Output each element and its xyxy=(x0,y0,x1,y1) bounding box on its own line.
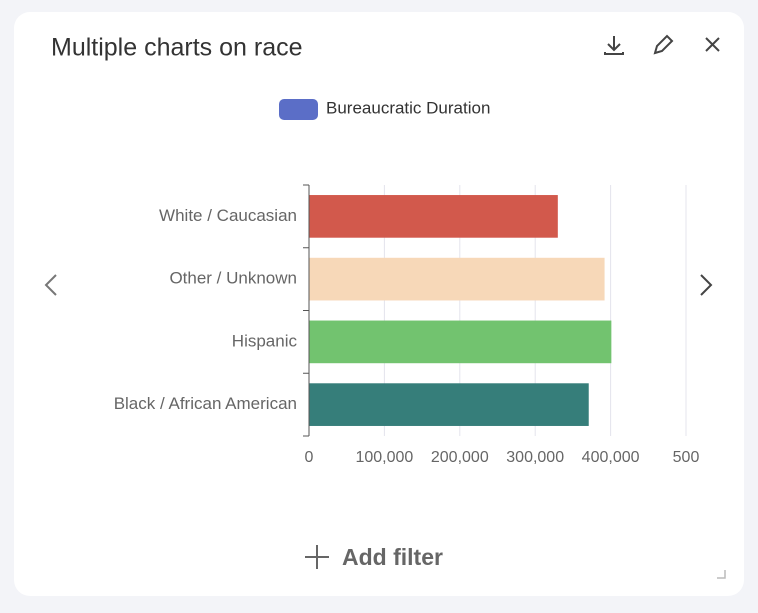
next-arrow[interactable] xyxy=(700,274,713,296)
close-icon[interactable] xyxy=(705,37,720,52)
x-tick-label: 400,000 xyxy=(582,449,640,466)
add-filter-button[interactable]: Add filter xyxy=(305,544,443,570)
bar xyxy=(309,383,589,426)
legend-swatch[interactable] xyxy=(279,99,318,120)
x-tick-label: 500 xyxy=(673,449,700,466)
card xyxy=(14,12,744,596)
resize-handle[interactable] xyxy=(717,570,726,579)
x-tick-label: 200,000 xyxy=(431,449,489,466)
y-tick-label: Hispanic xyxy=(232,331,298,350)
y-tick-label: Black / African American xyxy=(114,394,297,413)
x-tick-label: 0 xyxy=(305,449,314,466)
legend-label[interactable]: Bureaucratic Duration xyxy=(326,98,490,117)
x-tick-label: 100,000 xyxy=(355,449,413,466)
bar xyxy=(309,257,605,301)
y-tick-label: White / Caucasian xyxy=(159,206,297,225)
edit-icon[interactable] xyxy=(653,34,674,55)
prev-arrow[interactable] xyxy=(44,274,57,296)
add-filter-label[interactable]: Add filter xyxy=(342,544,443,570)
download-icon[interactable] xyxy=(604,36,624,55)
y-tick-label: Other / Unknown xyxy=(169,269,297,288)
bar xyxy=(309,320,612,364)
plot: 0 100,000 200,000 300,000 400,000 500 White / … xyxy=(114,184,700,466)
x-tick-label: 300,000 xyxy=(506,449,564,466)
bar xyxy=(309,195,558,238)
chart-title: Multiple charts on race xyxy=(51,34,303,62)
